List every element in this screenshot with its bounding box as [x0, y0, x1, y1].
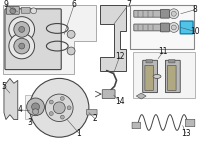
Circle shape	[9, 17, 35, 42]
Circle shape	[60, 115, 64, 119]
Circle shape	[32, 103, 40, 111]
Ellipse shape	[153, 75, 161, 78]
Text: 12: 12	[115, 52, 124, 61]
FancyBboxPatch shape	[165, 60, 180, 93]
FancyBboxPatch shape	[145, 65, 153, 90]
Polygon shape	[100, 5, 126, 71]
Text: 2: 2	[92, 114, 97, 123]
FancyBboxPatch shape	[169, 60, 175, 63]
Circle shape	[19, 43, 25, 49]
FancyBboxPatch shape	[5, 9, 61, 70]
FancyBboxPatch shape	[102, 90, 115, 98]
FancyBboxPatch shape	[146, 60, 152, 63]
Polygon shape	[136, 93, 146, 99]
Circle shape	[27, 98, 44, 116]
Circle shape	[49, 112, 53, 116]
FancyBboxPatch shape	[132, 122, 141, 129]
Polygon shape	[3, 5, 96, 74]
Circle shape	[19, 26, 25, 32]
Text: 9: 9	[3, 0, 8, 9]
FancyBboxPatch shape	[180, 21, 193, 34]
Text: 5: 5	[2, 82, 6, 91]
FancyBboxPatch shape	[134, 24, 164, 31]
Text: 8: 8	[192, 5, 197, 14]
Circle shape	[169, 9, 179, 19]
Circle shape	[67, 47, 75, 55]
Polygon shape	[4, 78, 18, 120]
Circle shape	[53, 102, 65, 114]
Text: 14: 14	[116, 97, 125, 106]
Circle shape	[171, 11, 176, 16]
Circle shape	[67, 106, 71, 110]
FancyBboxPatch shape	[87, 110, 97, 115]
FancyBboxPatch shape	[25, 95, 46, 119]
Circle shape	[31, 8, 37, 14]
Text: 11: 11	[158, 47, 168, 56]
FancyBboxPatch shape	[185, 119, 195, 127]
FancyBboxPatch shape	[160, 23, 169, 32]
FancyBboxPatch shape	[160, 9, 169, 18]
Circle shape	[33, 109, 39, 115]
Text: 6: 6	[72, 0, 77, 9]
FancyBboxPatch shape	[21, 7, 30, 13]
Circle shape	[49, 100, 53, 104]
FancyBboxPatch shape	[168, 65, 176, 90]
FancyBboxPatch shape	[130, 5, 194, 49]
Text: 3: 3	[27, 118, 32, 127]
FancyBboxPatch shape	[6, 6, 19, 14]
Circle shape	[10, 8, 16, 14]
Circle shape	[14, 38, 30, 54]
Circle shape	[67, 30, 75, 38]
Circle shape	[9, 33, 35, 59]
Circle shape	[14, 22, 30, 37]
Circle shape	[45, 94, 73, 122]
Circle shape	[60, 97, 64, 100]
Text: 10: 10	[190, 27, 199, 36]
Circle shape	[30, 78, 89, 137]
Text: 13: 13	[181, 129, 190, 138]
Text: 1: 1	[77, 129, 81, 138]
Circle shape	[169, 22, 179, 32]
Text: 4: 4	[17, 105, 22, 114]
Circle shape	[171, 25, 176, 30]
Text: 7: 7	[126, 0, 131, 9]
FancyBboxPatch shape	[134, 10, 164, 17]
FancyBboxPatch shape	[143, 60, 158, 93]
FancyBboxPatch shape	[133, 52, 195, 98]
